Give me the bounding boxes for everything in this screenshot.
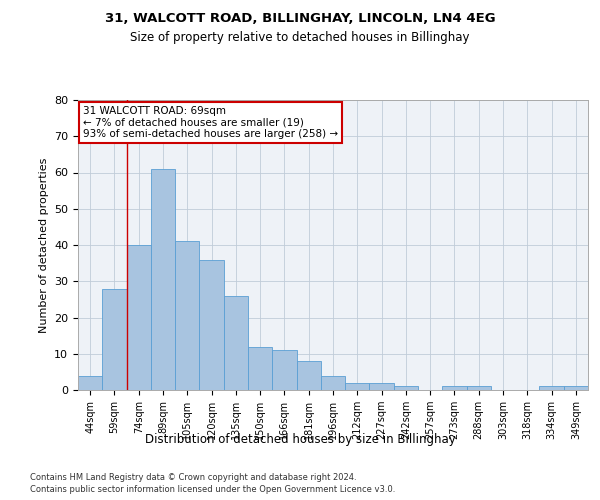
Bar [151,169,175,390]
Bar [199,260,224,390]
Bar [467,386,491,390]
Bar [296,361,321,390]
Bar [370,383,394,390]
Text: Contains HM Land Registry data © Crown copyright and database right 2024.: Contains HM Land Registry data © Crown c… [30,472,356,482]
Y-axis label: Number of detached properties: Number of detached properties [38,158,49,332]
Bar [394,386,418,390]
Text: 31, WALCOTT ROAD, BILLINGHAY, LINCOLN, LN4 4EG: 31, WALCOTT ROAD, BILLINGHAY, LINCOLN, L… [104,12,496,26]
Text: 31 WALCOTT ROAD: 69sqm
← 7% of detached houses are smaller (19)
93% of semi-deta: 31 WALCOTT ROAD: 69sqm ← 7% of detached … [83,106,338,139]
Text: Distribution of detached houses by size in Billinghay: Distribution of detached houses by size … [145,432,455,446]
Bar [321,376,345,390]
Bar [539,386,564,390]
Text: Size of property relative to detached houses in Billinghay: Size of property relative to detached ho… [130,31,470,44]
Text: Contains public sector information licensed under the Open Government Licence v3: Contains public sector information licen… [30,485,395,494]
Bar [175,242,199,390]
Bar [442,386,467,390]
Bar [78,376,102,390]
Bar [224,296,248,390]
Bar [345,383,370,390]
Bar [564,386,588,390]
Bar [127,245,151,390]
Bar [248,346,272,390]
Bar [272,350,296,390]
Bar [102,288,127,390]
